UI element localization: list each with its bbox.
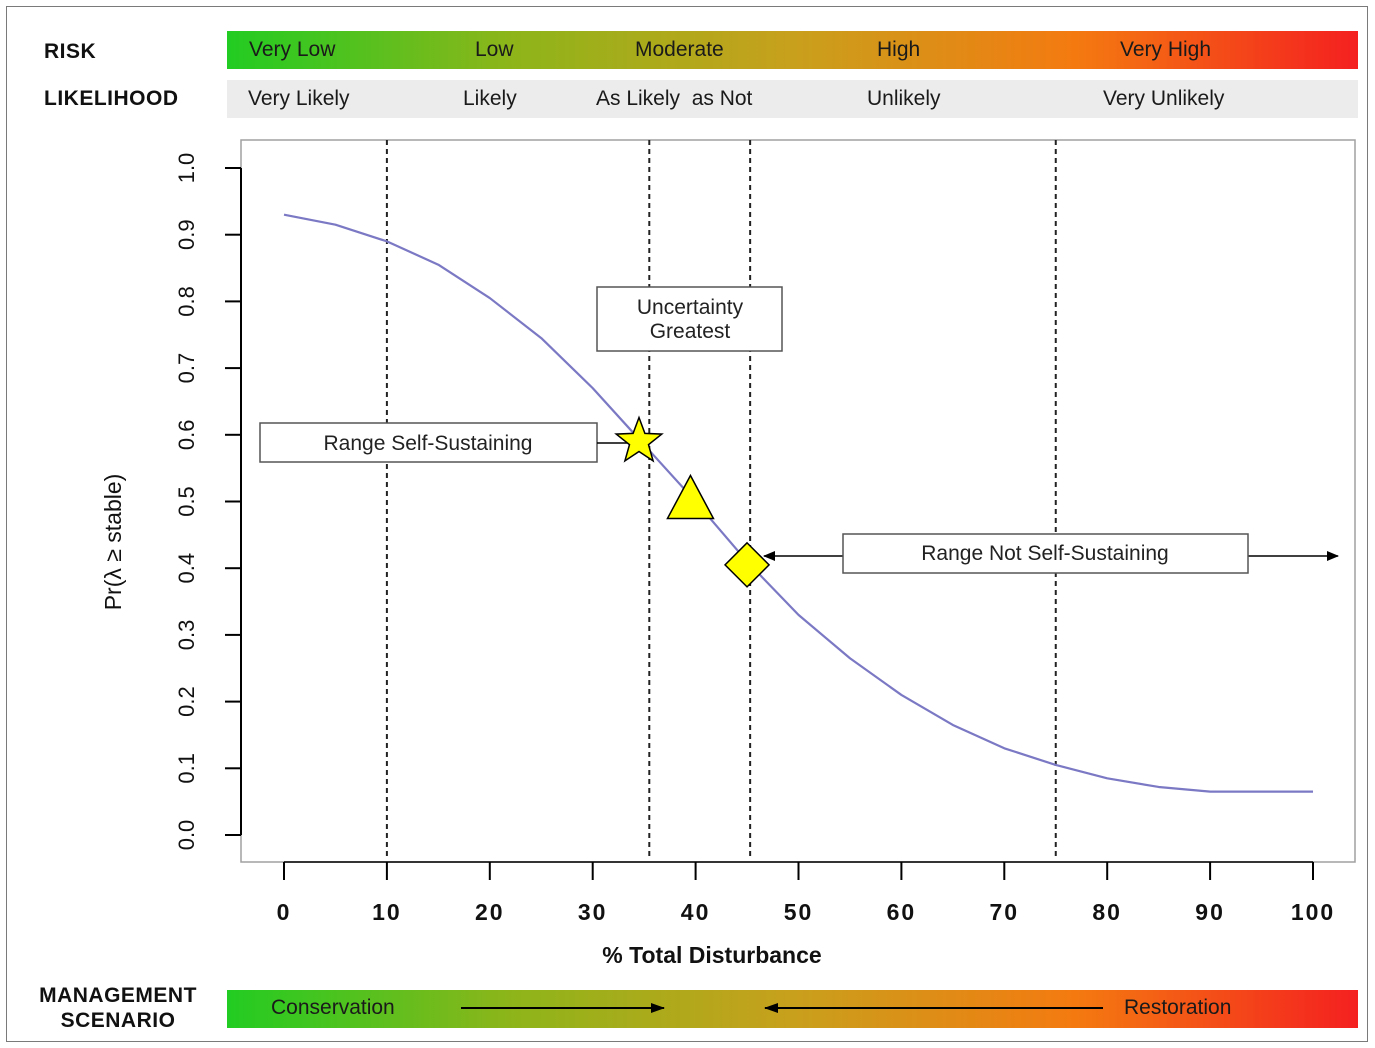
likelihood-row-label: LIKELIHOOD (44, 87, 179, 110)
x-tick-label-90: 90 (1195, 899, 1225, 925)
risk-high: High (877, 38, 921, 61)
triangle-marker (666, 473, 715, 520)
likelihood-very-unlikely: Very Unlikely (1103, 87, 1225, 110)
y-tick-label-0.0: 0.0 (174, 820, 199, 851)
risk-moderate: Moderate (635, 38, 724, 61)
likelihood-as-likely-as-not: As Likely as Not (596, 87, 753, 110)
likelihood-unlikely: Unlikely (867, 87, 941, 110)
x-tick-label-100: 100 (1291, 899, 1335, 925)
star-marker (614, 415, 664, 463)
x-tick-label-0: 0 (277, 899, 292, 925)
y-tick-label-1.0: 1.0 (174, 153, 199, 184)
not-self-sustaining-annotation: Range Not Self-Sustaining (763, 533, 1339, 574)
x-tick-label-80: 80 (1092, 899, 1122, 925)
y-tick-label-0.5: 0.5 (174, 486, 199, 517)
likelihood-likely: Likely (463, 87, 517, 110)
risk-very-high: Very High (1120, 38, 1212, 61)
y-tick-label-0.7: 0.7 (174, 353, 199, 384)
management-label-line2: SCENARIO (60, 1009, 176, 1032)
likelihood-very-likely: Very Likely (248, 87, 350, 110)
plot-area (240, 139, 1356, 863)
risk-gradient-band: Very Low Low Moderate High Very High (227, 31, 1358, 69)
management-row-label: MANAGEMENT SCENARIO (16, 983, 220, 1033)
uncertainty-annotation: Uncertainty Greatest (596, 286, 783, 352)
management-arrows (461, 1003, 1103, 1013)
management-label-line1: MANAGEMENT (39, 984, 197, 1007)
uncertainty-line2: Greatest (650, 320, 731, 343)
x-tick-label-70: 70 (990, 899, 1020, 925)
y-tick-label-0.6: 0.6 (174, 420, 199, 451)
x-tick-label-30: 30 (578, 899, 608, 925)
management-gradient-band: Conservation Restoration (227, 990, 1358, 1028)
y-tick-label-0.8: 0.8 (174, 286, 199, 317)
y-tick-label-0.2: 0.2 (174, 686, 199, 717)
self-sustaining-label: Range Self-Sustaining (324, 432, 533, 455)
series-line-0 (283, 213, 1313, 793)
self-sustaining-annotation: Range Self-Sustaining (259, 422, 628, 463)
x-tick-label-50: 50 (784, 899, 814, 925)
management-conservation: Conservation (271, 996, 395, 1019)
risk-very-low: Very Low (249, 38, 336, 61)
y-tick-label-0.9: 0.9 (174, 219, 199, 250)
y-tick-label-0.1: 0.1 (174, 753, 199, 784)
risk-row-label: RISK (44, 40, 97, 63)
diamond-marker (723, 541, 771, 588)
y-axis-title: Pr(λ ≥ stable) (100, 474, 126, 611)
management-restoration: Restoration (1124, 996, 1232, 1019)
likelihood-band: Very Likely Likely As Likely as Not Unli… (227, 80, 1358, 118)
x-axis-title: % Total Disturbance (602, 942, 821, 968)
not-self-sustaining-label: Range Not Self-Sustaining (921, 542, 1168, 565)
x-tick-label-10: 10 (372, 899, 402, 925)
x-tick-label-60: 60 (887, 899, 917, 925)
x-tick-label-20: 20 (475, 899, 505, 925)
figure-frame (6, 6, 1368, 1042)
risk-low: Low (475, 38, 514, 61)
y-tick-label-0.3: 0.3 (174, 620, 199, 651)
y-tick-label-0.4: 0.4 (174, 553, 199, 584)
x-tick-label-40: 40 (681, 899, 711, 925)
uncertainty-line1: Uncertainty (637, 296, 744, 319)
